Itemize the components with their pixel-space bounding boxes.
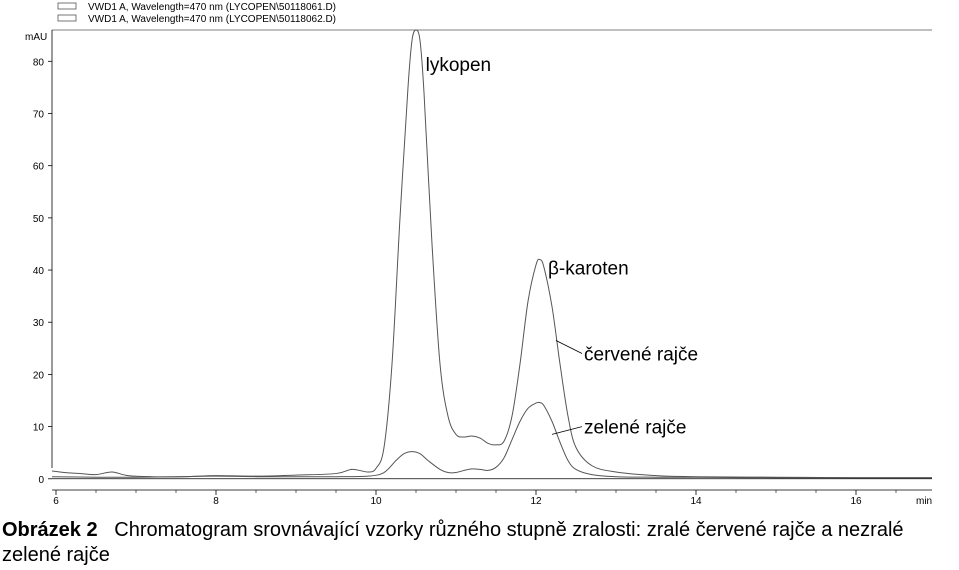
x-tick-label: 6 [53, 496, 59, 507]
y-tick-label: 60 [33, 162, 45, 173]
legend-swatch-2 [57, 14, 77, 22]
y-axis-unit-label: mAU [25, 32, 47, 43]
legend: VWD1 A, Wavelength=470 nm (LYCOPEN\50118… [57, 2, 336, 25]
annotation-beta-karoten: β-karoten [548, 258, 629, 279]
x-tick-label: 8 [213, 496, 219, 507]
x-tick-label: 16 [850, 496, 862, 507]
y-tick-label: 10 [33, 423, 45, 434]
chromatogram-chart: VWD1 A, Wavelength=470 nm (LYCOPEN\50118… [25, 2, 933, 507]
series-line-2 [51, 401, 932, 479]
legend-swatch-1 [57, 2, 77, 10]
annotation-pointer-line [555, 340, 583, 354]
plot-frame [51, 29, 932, 491]
annotations: lykopen β-karoten červené rajče zelené r… [426, 55, 698, 439]
y-tick-label: 80 [33, 57, 45, 68]
annotation-cervene-rajce: červené rajče [584, 345, 698, 366]
annotation-pointer-line [551, 426, 583, 435]
x-axis-unit-label: min [916, 496, 932, 507]
x-tick-label: 12 [530, 496, 542, 507]
annotation-zelene-rajce: zelené rajče [584, 418, 686, 439]
y-tick-label: 70 [33, 109, 45, 120]
y-tick-label: 20 [33, 370, 45, 381]
x-tick-label: 14 [690, 496, 702, 507]
series-layer [51, 29, 933, 479]
caption-text: Chromatogram srovnávající vzorky různého… [2, 519, 904, 566]
y-tick-label: 40 [33, 266, 45, 277]
x-axis-ticks: 6 8 10 12 14 16 [53, 490, 897, 507]
series-line-1 [51, 29, 933, 479]
x-tick-label: 10 [370, 496, 382, 507]
legend-entry-2: VWD1 A, Wavelength=470 nm (LYCOPEN\50118… [88, 14, 336, 25]
y-tick-label: 50 [33, 214, 45, 225]
y-tick-label: 0 [38, 475, 44, 486]
y-tick-label: 30 [33, 318, 45, 329]
caption-label: Obrázek 2 [2, 519, 98, 541]
y-axis-ticks: 0 10 20 30 40 50 60 70 80 [33, 57, 52, 486]
annotation-lykopen: lykopen [426, 55, 492, 76]
annotation-pointers [551, 340, 583, 435]
legend-entry-1: VWD1 A, Wavelength=470 nm (LYCOPEN\50118… [88, 2, 336, 13]
figure-caption: Obrázek 2 Chromatogram srovnávající vzor… [2, 518, 957, 568]
